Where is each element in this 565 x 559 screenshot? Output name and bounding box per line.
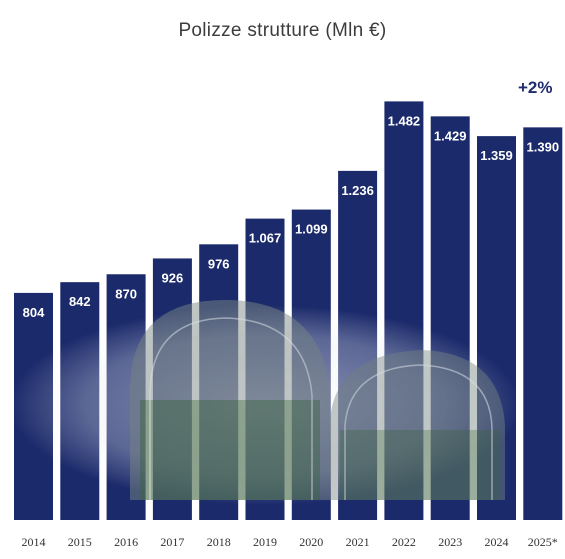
x-tick-2021: 2021 — [346, 535, 370, 549]
value-labels-group: 804 842 870 926 976 1.067 1.099 1.236 1.482 1.429… — [23, 113, 559, 320]
x-tick-2020: 2020 — [299, 535, 323, 549]
x-tick-2016: 2016 — [114, 535, 138, 549]
value-label-2016: 870 — [115, 286, 137, 301]
value-label-2021: 1.236 — [341, 183, 374, 198]
greenhouse-image — [10, 300, 520, 505]
value-label-2022: 1.482 — [388, 113, 421, 128]
x-tick-2024: 2024 — [485, 535, 509, 549]
x-tick-labels-group: 2014 2015 2016 2017 2018 2019 2020 2021 2022 2023… — [22, 535, 558, 549]
value-label-2014: 804 — [23, 305, 45, 320]
x-tick-2017: 2017 — [160, 535, 184, 549]
x-tick-2022: 2022 — [392, 535, 416, 549]
value-label-2024: 1.359 — [480, 148, 513, 163]
value-label-2015: 842 — [69, 294, 91, 309]
growth-annotation: +2% — [518, 78, 553, 97]
value-label-2018: 976 — [208, 256, 230, 271]
value-label-2025*: 1.390 — [527, 139, 560, 154]
value-label-2023: 1.429 — [434, 128, 467, 143]
value-label-2020: 1.099 — [295, 222, 328, 237]
x-tick-2014: 2014 — [22, 535, 46, 549]
value-label-2017: 926 — [162, 270, 184, 285]
x-tick-2018: 2018 — [207, 535, 231, 549]
chart-title: Polizze strutture (Mln €) — [178, 20, 387, 41]
x-tick-2015: 2015 — [68, 535, 92, 549]
bar-2025* — [523, 127, 563, 521]
value-label-2019: 1.067 — [249, 231, 282, 246]
x-tick-2019: 2019 — [253, 535, 277, 549]
x-tick-2025*: 2025* — [528, 535, 558, 549]
x-tick-2023: 2023 — [438, 535, 462, 549]
